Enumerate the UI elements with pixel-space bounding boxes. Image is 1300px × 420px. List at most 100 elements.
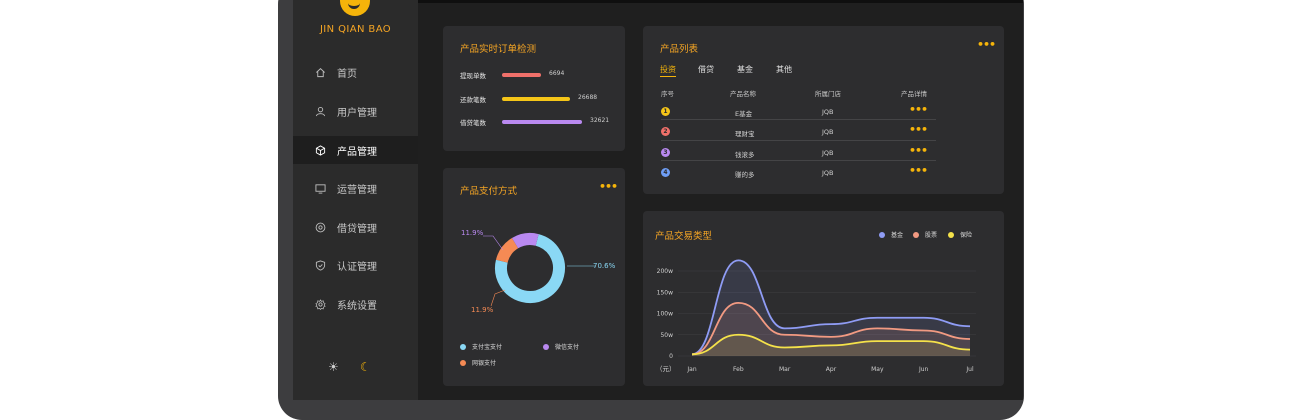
main-content: 产品实时订单检测 提现单数 6694 还款笔数 26688 借贷笔数 32621… <box>418 0 1023 400</box>
card-title: 产品交易类型 <box>655 231 713 242</box>
detail-icon[interactable]: ••• <box>909 103 928 116</box>
row-divider <box>661 140 936 141</box>
legend-swatch <box>460 343 466 350</box>
slice-label: 11.9% <box>471 306 494 314</box>
metric-value: 26688 <box>578 94 598 101</box>
order-monitor-card: 产品实时订单检测 提现单数 6694 还款笔数 26688 借贷笔数 32621 <box>443 26 625 151</box>
x-tick-label: Feb <box>733 366 744 373</box>
column-header: 产品详情 <box>901 90 927 98</box>
top-bar <box>418 0 1023 3</box>
column-header: 所属门店 <box>815 90 841 98</box>
x-tick-label: Jun <box>918 366 929 373</box>
metric-row: 借贷笔数 32621 <box>443 117 613 127</box>
tab-other[interactable]: 其他 <box>776 65 792 74</box>
target-icon <box>314 221 326 233</box>
series-line <box>691 333 971 356</box>
product-name: 理财宝 <box>735 130 755 138</box>
sun-icon[interactable]: ☀ <box>328 360 339 374</box>
sidebar-item-home[interactable]: 首页 <box>293 58 418 86</box>
sidebar-item-auth[interactable]: 认证管理 <box>293 251 418 279</box>
store-name: JQB <box>822 169 834 177</box>
legend-item: 网银支付 <box>460 358 496 367</box>
store-name: JQB <box>822 149 834 157</box>
row-number: 4 <box>661 168 670 177</box>
metric-value: 6694 <box>549 70 565 77</box>
row-divider <box>661 160 936 161</box>
tab-invest[interactable]: 投资 <box>660 64 676 77</box>
home-icon <box>314 66 326 78</box>
series-line <box>691 259 971 356</box>
product-name: 赚的多 <box>735 171 755 179</box>
legend-item: 保险 <box>948 230 972 239</box>
series-area <box>692 302 970 356</box>
metric-label: 借贷笔数 <box>460 119 486 127</box>
y-tick-label: 150w <box>657 289 673 296</box>
detail-icon[interactable]: ••• <box>909 144 928 157</box>
user-icon <box>314 105 326 117</box>
area-chart: 0 50w 100w 150w 200w Jan Feb Mar Apr May Jun Jul （元… <box>656 259 976 373</box>
y-tick-label: 100w <box>657 311 673 318</box>
product-name: 钱滚多 <box>735 151 755 159</box>
legend-swatch <box>948 231 954 238</box>
row-number: 1 <box>661 107 670 116</box>
shield-icon <box>314 259 326 271</box>
metric-row: 提现单数 6694 <box>443 70 613 80</box>
more-icon[interactable]: ••• <box>599 180 618 193</box>
store-name: JQB <box>822 108 834 116</box>
monitor-icon <box>314 182 326 194</box>
row-number: 3 <box>661 148 670 157</box>
x-tick-label: Apr <box>826 366 837 373</box>
row-divider <box>661 119 936 120</box>
card-title: 产品支付方式 <box>460 186 518 197</box>
y-tick-label: 200w <box>657 268 673 275</box>
tab-fund[interactable]: 基金 <box>737 65 753 74</box>
more-icon[interactable]: ••• <box>977 38 996 51</box>
donut-slice <box>495 238 519 263</box>
logo-icon <box>340 0 370 16</box>
sidebar-item-settings[interactable]: 系统设置 <box>293 290 418 318</box>
detail-icon[interactable]: ••• <box>909 123 928 136</box>
legend-item: 支付宝支付 <box>460 342 502 351</box>
slice-label: 11.9% <box>461 229 484 237</box>
metric-row: 还款笔数 26688 <box>443 94 613 104</box>
payment-method-card: 产品支付方式 ••• 70.6% 11.9% 11.9% 支付宝支付 微信支付 … <box>443 168 625 386</box>
store-name: JQB <box>822 128 834 136</box>
legend-swatch <box>543 343 549 350</box>
app-window: JIN QIAN BAO 首页 用户管理 产品管理 运营管理 <box>293 0 1023 400</box>
x-tick-label: Mar <box>779 366 791 373</box>
legend-swatch <box>460 359 466 366</box>
sidebar-item-operations[interactable]: 运营管理 <box>293 174 418 202</box>
sidebar: JIN QIAN BAO 首页 用户管理 产品管理 运营管理 <box>293 0 418 400</box>
gear-icon <box>314 298 326 310</box>
x-tick-label: Jan <box>686 366 696 373</box>
legend-swatch <box>913 231 919 238</box>
moon-icon[interactable]: ☾ <box>360 360 371 374</box>
slice-label: 70.6% <box>593 262 616 270</box>
card-title: 产品实时订单检测 <box>460 44 537 55</box>
donut-slice <box>495 234 565 303</box>
column-header: 序号 <box>661 90 674 98</box>
cube-icon <box>314 144 326 156</box>
y-tick-label: 0 <box>669 353 673 360</box>
metric-label: 提现单数 <box>460 72 486 80</box>
metric-label: 还款笔数 <box>460 96 486 104</box>
legend-item: 基金 <box>879 230 903 239</box>
tab-loan[interactable]: 借贷 <box>698 65 714 74</box>
sidebar-item-users[interactable]: 用户管理 <box>293 97 418 125</box>
legend-swatch <box>879 231 885 238</box>
metric-value: 32621 <box>590 117 610 124</box>
x-tick-label: Jul <box>965 366 974 373</box>
legend-item: 微信支付 <box>543 342 579 351</box>
legend-item: 股票 <box>913 230 937 239</box>
donut-chart: 70.6% 11.9% 11.9% <box>461 229 616 314</box>
card-title: 产品列表 <box>660 44 699 55</box>
metric-bar <box>502 97 570 101</box>
detail-icon[interactable]: ••• <box>909 164 928 177</box>
product-list-card: 产品列表 ••• 投资 借贷 基金 其他 序号 产品名称 所属门店 产品详情 1… <box>643 26 1004 194</box>
metric-bar <box>502 120 582 124</box>
row-number: 2 <box>661 127 670 136</box>
metric-bar <box>502 73 541 77</box>
series-area <box>692 260 970 356</box>
sidebar-item-products[interactable]: 产品管理 <box>293 136 418 164</box>
sidebar-item-loans[interactable]: 借贷管理 <box>293 213 418 241</box>
